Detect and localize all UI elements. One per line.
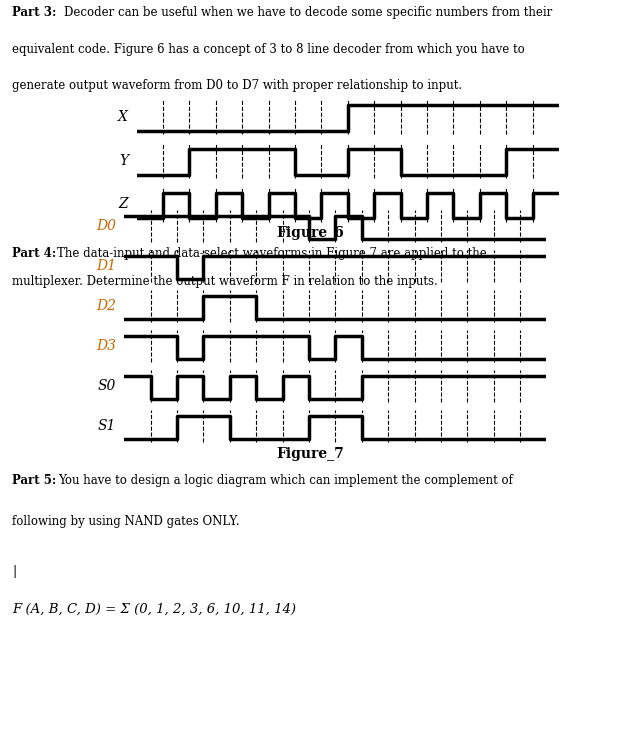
Text: Y: Y: [119, 154, 128, 167]
Text: Z: Z: [119, 198, 128, 211]
Text: following by using NAND gates ONLY.: following by using NAND gates ONLY.: [12, 516, 240, 528]
Text: Decoder can be useful when we have to decode some specific numbers from their: Decoder can be useful when we have to de…: [64, 6, 552, 18]
Text: multiplexer. Determine the output waveform F in relation to the inputs.: multiplexer. Determine the output wavefo…: [12, 275, 438, 288]
Text: You have to design a logic diagram which can implement the complement of: You have to design a logic diagram which…: [58, 474, 513, 488]
Text: S0: S0: [97, 380, 116, 393]
Text: X: X: [118, 110, 128, 124]
Text: Figure_6: Figure_6: [276, 226, 345, 240]
Text: S1: S1: [97, 420, 116, 433]
Text: generate output waveform from D0 to D7 with proper relationship to input.: generate output waveform from D0 to D7 w…: [12, 79, 463, 92]
Text: D0: D0: [96, 220, 116, 233]
Text: Part 4:: Part 4:: [12, 246, 57, 260]
Text: Figure_7: Figure_7: [276, 447, 345, 461]
Text: The data-input and data-select waveforms in Figure 7 are applied to the: The data-input and data-select waveforms…: [57, 246, 486, 260]
Text: D1: D1: [96, 260, 116, 273]
Text: D2: D2: [96, 300, 116, 313]
Text: |: |: [12, 565, 17, 578]
Text: Part 5:: Part 5:: [12, 474, 57, 488]
Text: D3: D3: [96, 340, 116, 353]
Text: equivalent code. Figure 6 has a concept of 3 to 8 line decoder from which you ha: equivalent code. Figure 6 has a concept …: [12, 43, 525, 56]
Text: F (A, B, C, D) = Σ (0, 1, 2, 3, 6, 10, 11, 14): F (A, B, C, D) = Σ (0, 1, 2, 3, 6, 10, 1…: [12, 603, 296, 616]
Text: Part 3:: Part 3:: [12, 6, 61, 18]
